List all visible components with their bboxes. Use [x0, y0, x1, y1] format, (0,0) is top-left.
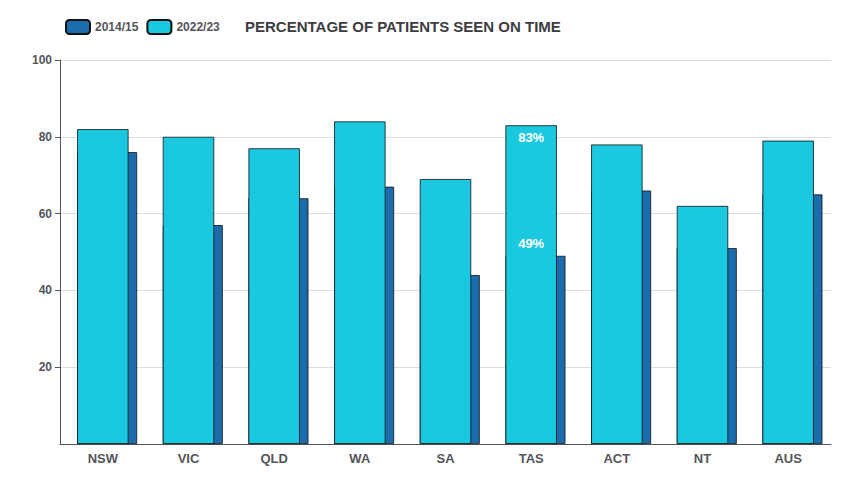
svg-text:49%: 49%: [518, 236, 544, 251]
svg-text:WA: WA: [349, 451, 371, 466]
svg-text:PERCENTAGE OF PATIENTS SEEN ON: PERCENTAGE OF PATIENTS SEEN ON TIME: [245, 18, 561, 35]
svg-text:2014/15: 2014/15: [95, 20, 139, 34]
svg-text:60: 60: [39, 207, 53, 221]
svg-text:QLD: QLD: [260, 451, 287, 466]
svg-text:NT: NT: [694, 451, 711, 466]
svg-text:100: 100: [32, 53, 52, 67]
svg-text:40: 40: [39, 283, 53, 297]
svg-text:NSW: NSW: [88, 451, 119, 466]
svg-text:VIC: VIC: [178, 451, 200, 466]
svg-text:TAS: TAS: [519, 451, 544, 466]
svg-text:20: 20: [39, 360, 53, 374]
svg-text:80: 80: [39, 130, 53, 144]
svg-text:2022/23: 2022/23: [176, 20, 220, 34]
svg-text:SA: SA: [436, 451, 455, 466]
svg-text:83%: 83%: [518, 130, 544, 145]
svg-text:AUS: AUS: [774, 451, 802, 466]
svg-text:ACT: ACT: [603, 451, 630, 466]
